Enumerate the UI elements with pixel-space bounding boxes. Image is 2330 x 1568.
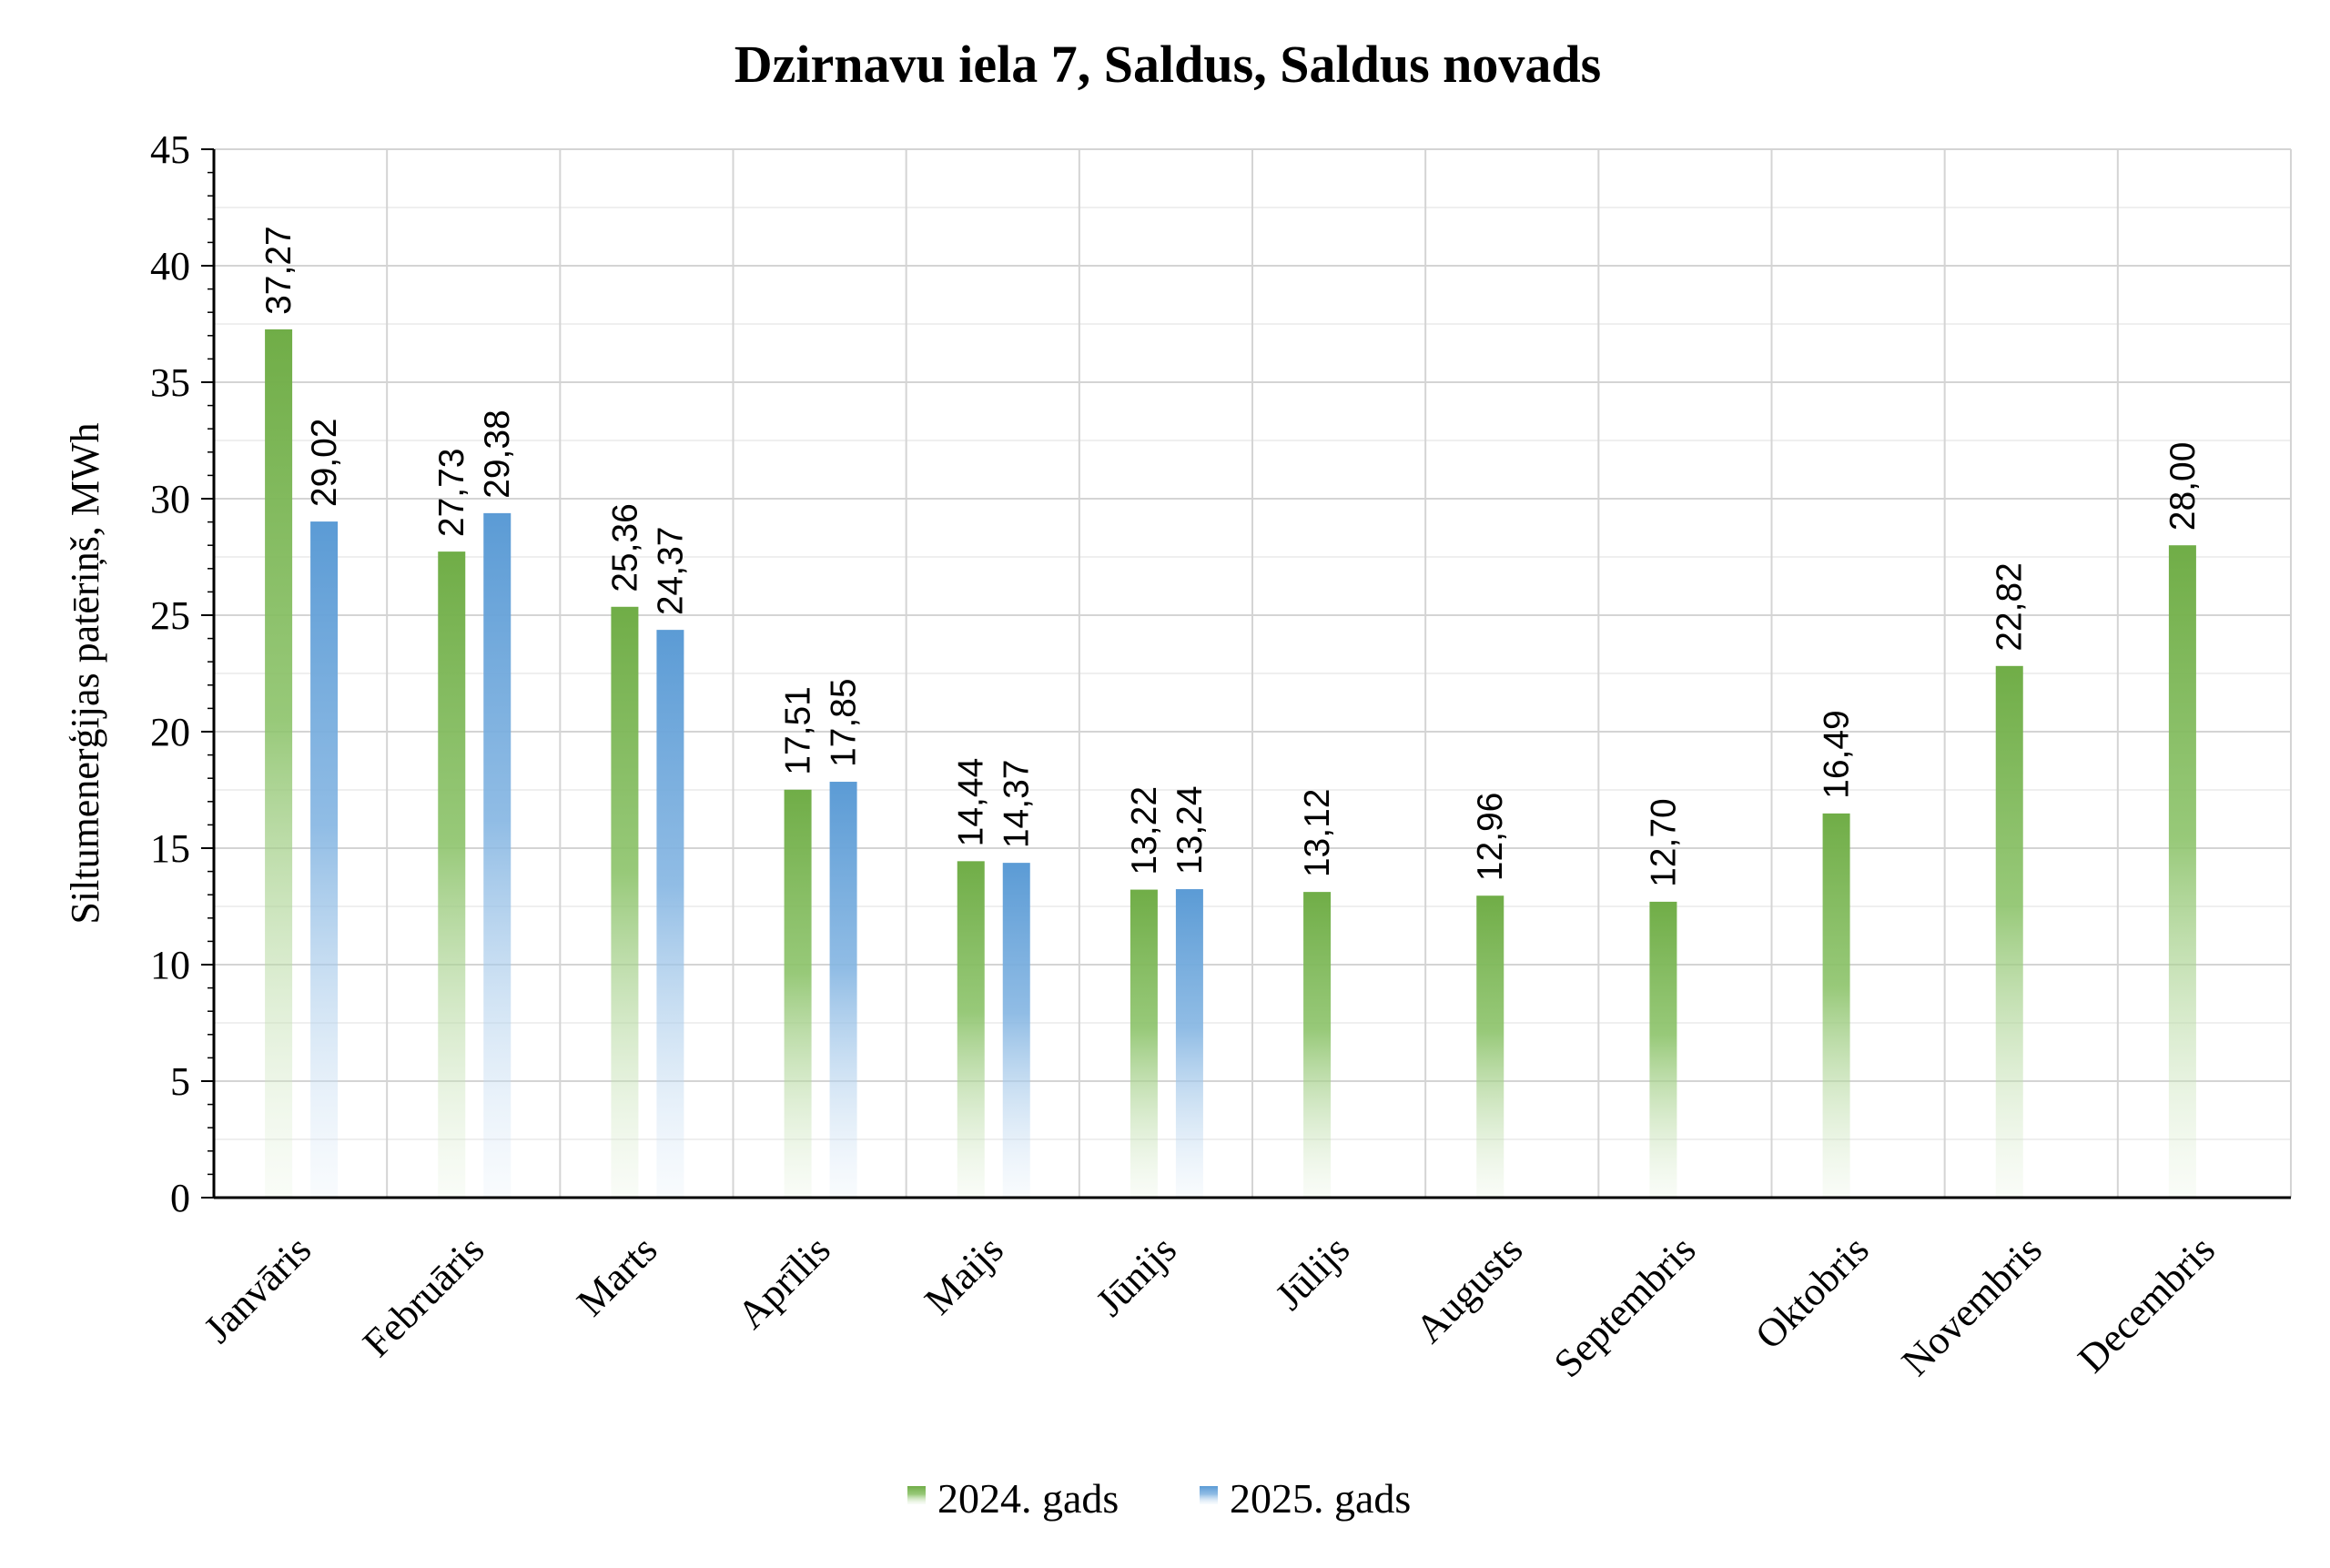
data-label: 12,70 [1644,798,1683,887]
bar-2024 [611,606,639,1198]
bar-2024 [2168,545,2196,1198]
data-label: 28,00 [2163,442,2203,531]
data-label: 13,24 [1170,785,1210,875]
y-tick-label: 45 [150,127,190,172]
gridlines [214,148,2292,1198]
y-axis-title: Siltumenerģijas patēriņš, MWh [63,422,107,924]
y-tick-label: 35 [150,360,190,405]
x-category-label: Septembris [1545,1227,1705,1386]
bar-2024 [957,861,985,1198]
data-label: 29,38 [478,410,517,499]
data-label: 14,44 [952,758,991,847]
y-tick-label: 5 [170,1059,190,1104]
x-category-label: Marts [568,1227,665,1324]
data-label: 22,82 [1991,562,2030,652]
bar-2024 [1303,892,1332,1198]
y-tick-label: 0 [170,1176,190,1220]
x-category-label: Oktobris [1747,1227,1878,1358]
legend-swatch-2025 [1200,1486,1218,1504]
bar-2025 [829,782,857,1198]
y-tick-label: 40 [150,244,190,288]
x-category-label: Augusts [1407,1227,1532,1351]
y-tick-label: 30 [150,477,190,521]
bar-2024 [1130,889,1158,1198]
x-category-label: Novembris [1893,1227,2051,1384]
y-tick-label: 25 [150,593,190,638]
x-category-label: Maijs [916,1227,1012,1323]
legend-swatch-2024 [907,1486,926,1504]
data-label: 37,27 [259,226,299,315]
axes: 0 5 10 15 20 25 30 35 40 45 Janvāris Februāris Marts… [150,127,2291,1386]
bar-2024 [1822,813,1850,1198]
legend-label-2025: 2025. gads [1230,1475,1411,1522]
data-label: 14,37 [998,760,1037,849]
data-label: 13,12 [1298,789,1337,878]
data-label: 25,36 [605,503,644,592]
y-tick-label: 15 [150,826,190,871]
x-category-label: Janvāris [196,1227,320,1351]
bar-2024 [265,329,293,1198]
data-labels: 37,27 27,73 25,36 17,51 14,44 13,22 13,12 12,96… [259,226,2203,887]
bar-2024 [1995,665,2023,1198]
bar-2024 [438,551,466,1198]
bar-2024 [1476,895,1504,1198]
x-category-label: Aprīlis [729,1227,839,1337]
data-label: 17,51 [779,686,818,775]
bar-2025 [483,512,512,1198]
data-label: 27,73 [432,449,471,538]
data-label: 16,49 [1818,710,1857,799]
x-category-label: Februāris [354,1227,492,1365]
y-tick-label: 20 [150,710,190,754]
legend-label-2024: 2024. gads [937,1475,1119,1522]
bars [265,329,2196,1198]
bar-2025 [1002,863,1030,1198]
x-category-label: Decembris [2070,1227,2224,1381]
data-label: 12,96 [1471,793,1510,882]
data-label: 13,22 [1125,786,1164,875]
bar-2024 [1649,901,1677,1198]
bar-2025 [656,630,684,1198]
chart-title: Dzirnavu iela 7, Saldus, Saldus novads [734,35,1601,94]
bar-2025 [1175,889,1203,1198]
legend: 2024. gads 2025. gads [907,1475,1411,1522]
bar-2025 [310,521,339,1198]
data-label: 17,85 [825,678,864,767]
data-label: 29,02 [305,418,344,507]
x-category-label: Jūnijs [1088,1227,1185,1324]
bar-2024 [784,789,812,1198]
data-label: 24,37 [651,527,690,616]
x-category-label: Jūlijs [1267,1227,1358,1318]
y-tick-label: 10 [150,943,190,987]
